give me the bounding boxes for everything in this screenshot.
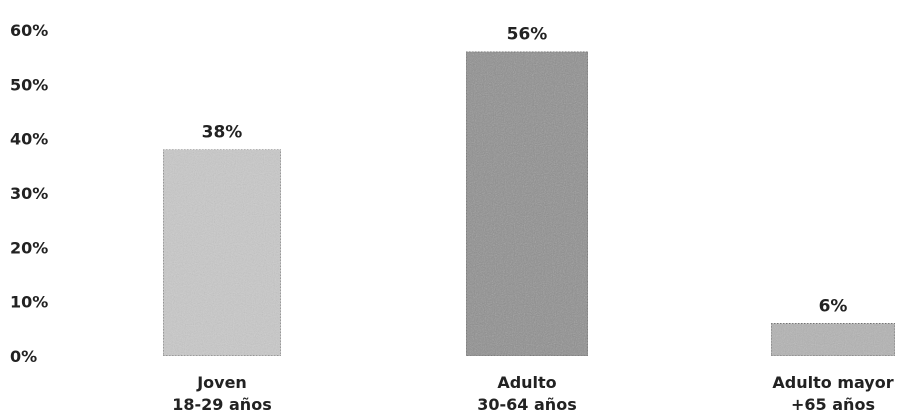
data-label: 6%: [819, 296, 848, 316]
category-label: 30-64 años: [477, 395, 576, 414]
bar-3: [770, 322, 896, 357]
category-label: Joven: [196, 373, 247, 392]
bar-2: [465, 51, 589, 357]
y-tick-label: 60%: [10, 21, 48, 40]
y-tick-label: 0%: [10, 347, 37, 366]
category-label: Adulto: [497, 373, 556, 392]
bars-group: [162, 51, 896, 357]
y-tick-label: 30%: [10, 184, 48, 203]
data-labels-group: 38% 56% 6%: [202, 25, 848, 317]
data-label: 56%: [507, 25, 548, 45]
category-label: 18-29 años: [172, 395, 271, 414]
category-label: Adulto mayor: [772, 373, 893, 392]
y-axis: 0% 10% 20% 30% 40% 50% 60%: [10, 21, 48, 366]
y-tick-label: 40%: [10, 130, 48, 149]
category-label: +65 años: [791, 395, 875, 414]
y-tick-label: 20%: [10, 238, 48, 257]
bar-1: [162, 149, 282, 357]
x-axis: Joven 18-29 años Adulto 30-64 años Adulto ma…: [172, 373, 893, 414]
y-tick-label: 10%: [10, 293, 48, 312]
y-tick-label: 50%: [10, 75, 48, 94]
data-label: 38%: [202, 123, 243, 143]
